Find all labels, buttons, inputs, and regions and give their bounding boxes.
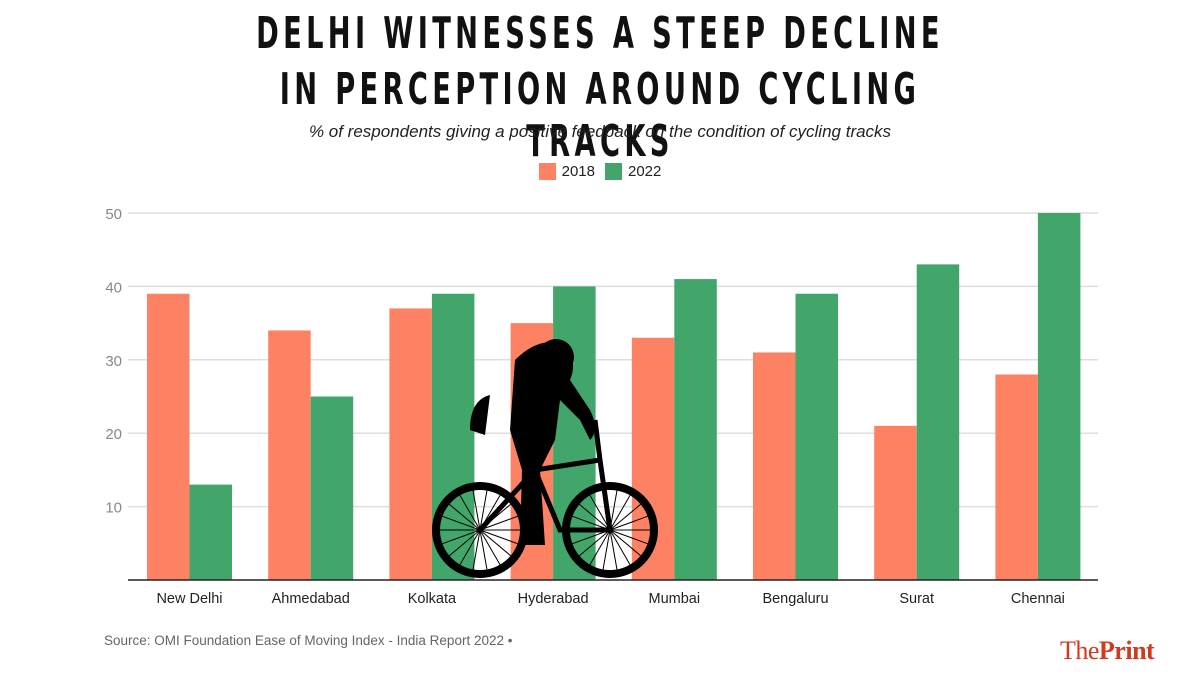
bar-chennai-2018 [995,374,1038,580]
logo-the: The [1060,636,1099,665]
bar-kolkata-2018 [389,308,432,580]
wheel-spoke [479,529,511,557]
wheel-spoke [459,529,481,565]
bar-chart: 10 20 30 40 50 New Delhi Ahmedabad Kolkata Hyder… [105,206,1098,607]
wheel-spoke [479,515,518,531]
wheel-spoke [442,515,481,531]
theprint-logo: ThePrint [1060,636,1155,666]
cyclist-body [510,342,595,545]
legend: 2018 2022 [0,163,1200,180]
wheel-spoke [479,529,518,545]
bicycle-frame [478,419,613,533]
wheel-spoke [589,529,611,565]
wheel-spoke [609,495,631,531]
wheel-spoke [609,529,618,570]
x-tick-label-surat: Surat [899,591,934,607]
bar-chennai-2022 [1037,213,1081,580]
bar-mumbai-2022 [674,279,717,580]
wheel-spoke [442,529,481,545]
y-tick-label-50: 50 [105,206,122,223]
cyclist-head [538,339,574,375]
bar-surat-2018 [874,425,917,580]
cyclist-backpack [470,395,490,435]
legend-item-2018: 2018 [538,163,595,180]
wheel-spoke [579,529,611,557]
legend-swatch-2022 [605,163,622,180]
x-tick-label-kolkata: Kolkata [408,591,457,607]
legend-label-2018: 2018 [561,163,595,180]
wheel-spoke [609,529,641,557]
legend-label-2022: 2022 [628,163,662,180]
wheel-spoke [479,529,501,565]
y-tick-label-20: 20 [105,426,122,443]
y-tick-label-30: 30 [105,353,122,370]
wheel-spoke [609,503,641,531]
bar-ahmedabad-2022 [310,396,354,580]
chart-title-line-1: DELHI WITNESSES A STEEP DECLINE [256,8,944,59]
wheel-spoke [449,503,481,531]
x-tick-label-hyderabad: Hyderabad [518,591,589,607]
wheel-spoke [609,515,648,531]
wheel-spoke [459,495,481,531]
source-note: Source: OMI Foundation Ease of Moving In… [104,633,513,648]
bar-ahmedabad-2018 [268,330,311,580]
cyclist-illustration [432,339,658,578]
bar-bengaluru-2018 [753,352,796,580]
bar-new-delhi-2018 [147,293,190,580]
chart-subtitle: % of respondents giving a positive feedb… [308,122,892,141]
wheel-spoke [579,503,611,531]
logo-print: Print [1098,636,1155,665]
bar-surat-2022 [916,264,960,580]
legend-swatch-2018 [538,163,556,180]
wheel-spoke [609,529,648,545]
bar-new-delhi-2022 [189,484,232,580]
wheel-spoke [479,529,488,570]
chart-title-line-2: IN PERCEPTION AROUND CYCLING TRACKS [279,64,921,167]
wheel-spoke [472,490,481,531]
x-tick-label-ahmedabad: Ahmedabad [272,591,350,607]
legend-item-2022: 2022 [605,163,661,180]
y-tick-label-40: 40 [105,279,122,296]
x-tick-label-chennai: Chennai [1011,591,1065,607]
x-tick-label-mumbai: Mumbai [649,591,701,607]
x-tick-label-new-delhi: New Delhi [156,591,222,607]
bar-bengaluru-2022 [795,293,838,580]
wheel-spoke [472,529,481,570]
wheel-spoke [609,529,631,565]
x-tick-label-bengaluru: Bengaluru [762,591,828,607]
wheel-spoke [602,529,611,570]
wheel-spoke [479,490,488,531]
wheel-spoke [449,529,481,557]
y-tick-label-10: 10 [105,500,122,517]
